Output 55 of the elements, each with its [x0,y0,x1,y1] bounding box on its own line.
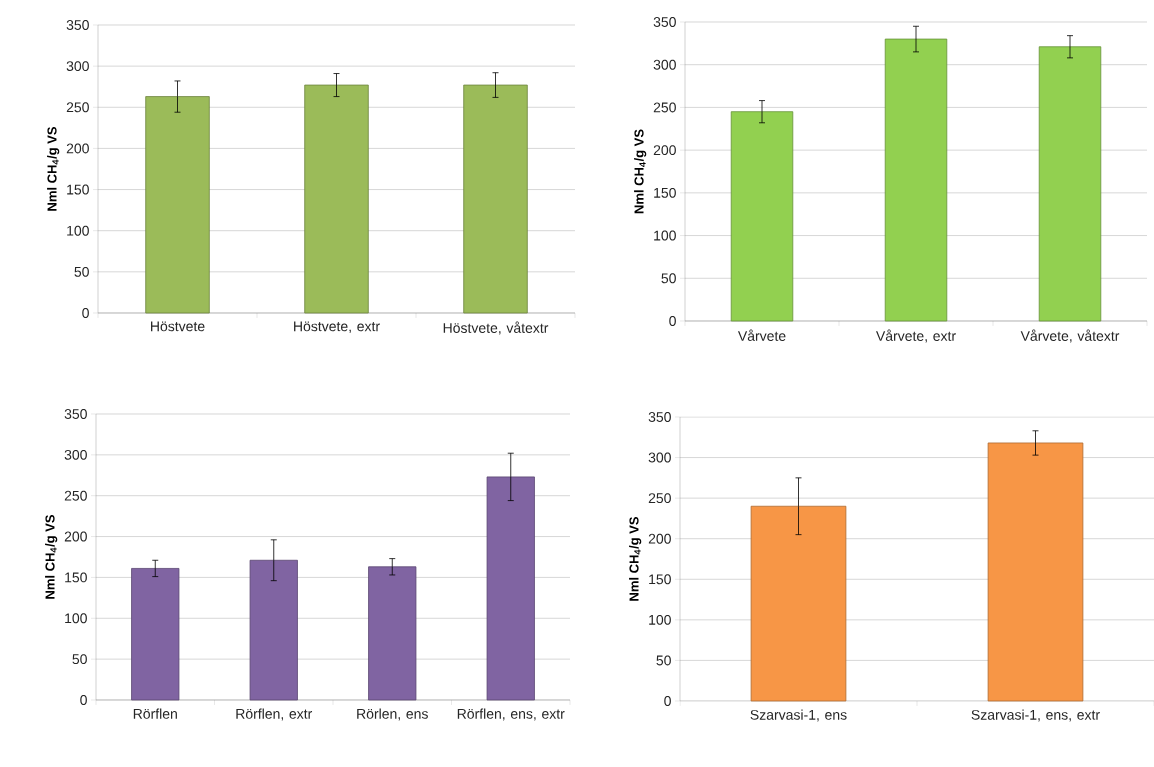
y-tick-label: 100 [65,613,87,624]
x-tick-label: Rörlen, ens [357,708,428,721]
y-tick-label: 150 [654,187,676,198]
x-tick-label: Szarvasi-1, ens [750,709,847,722]
x-tick-label: Höstvete, extr [294,321,380,333]
y-tick-label: 200 [653,145,676,156]
x-tick-label: Rörflen, extr [236,708,313,721]
y-tick-label: 0 [669,316,676,326]
y-tick-label: 300 [64,449,87,460]
y-tick-label: 250 [648,493,671,504]
x-tick-label: Höstvete [151,321,205,332]
bar [1038,46,1102,322]
bar [884,38,948,322]
x-tick-label: Szarvasi-1, ens, extr [971,709,1100,722]
x-tick-label: Vårvete, våtextr [1020,329,1120,343]
y-tick-label: 250 [653,102,676,113]
x-tick-label: Vårvete [737,329,786,341]
y-axis-title: Nml CH$_{4}$/g VS [634,129,647,214]
y-tick-label: 350 [653,17,676,27]
y-tick-label: 350 [648,412,671,422]
x-tick-label: Rörflen [133,708,177,719]
y-tick-label: 0 [664,696,671,706]
y-tick-label: 350 [66,20,89,30]
y-tick-label: 250 [66,102,89,113]
y-tick-label: 150 [67,184,89,195]
y-tick-label: 100 [67,225,89,236]
y-tick-label: 0 [80,695,87,705]
y-tick-label: 350 [64,409,87,419]
y-tick-label: 50 [661,273,676,284]
y-tick-label: 200 [64,531,87,542]
y-tick-label: 50 [656,655,671,666]
y-tick-label: 250 [64,490,87,501]
x-tick-label: Höstvete, våtextr [443,321,549,335]
bar [368,566,417,701]
y-tick-label: 0 [82,308,89,318]
y-tick-label: 50 [74,266,89,277]
y-tick-label: 100 [654,230,676,241]
bar [131,568,180,701]
y-tick-label: 300 [648,452,671,463]
y-tick-label: 50 [72,654,87,665]
x-tick-label: Vårvete, extr [876,329,956,343]
x-tick-label: Rörflen, ens, extr [457,708,565,721]
y-tick-label: 150 [649,574,671,585]
bar [486,476,535,701]
y-tick-label: 300 [653,59,676,70]
y-tick-label: 150 [65,572,87,583]
y-axis-title: Nml CH$_{4}$/g VS [45,514,58,599]
y-tick-label: 200 [66,143,89,154]
bar [730,111,794,322]
y-axis-title: Nml CH$_{4}$/g VS [47,126,60,211]
y-tick-label: 300 [66,61,89,72]
bar [249,559,298,701]
y-tick-label: 200 [648,533,671,544]
y-axis-title: Nml CH$_{4}$/g VS [629,516,642,601]
y-tick-label: 100 [649,614,671,625]
